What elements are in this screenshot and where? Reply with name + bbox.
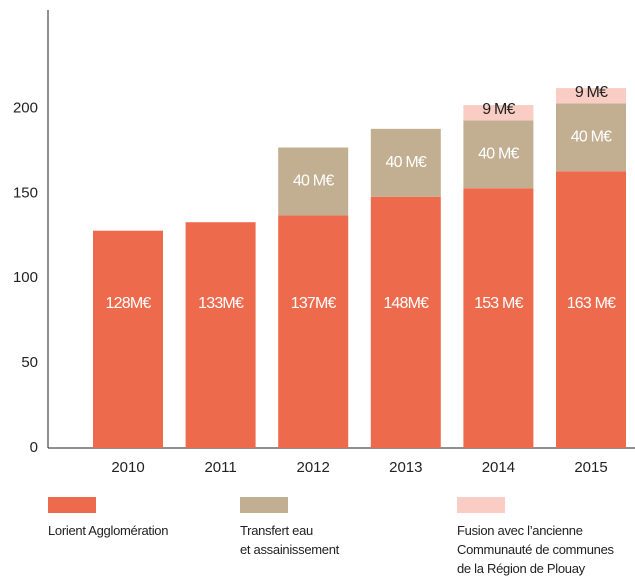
y-tick-label: 200 bbox=[13, 99, 38, 116]
legend-swatch bbox=[240, 497, 288, 513]
bar-segment bbox=[370, 128, 441, 197]
value-label: 9 M€ bbox=[575, 84, 608, 101]
value-label: 163 M€ bbox=[567, 295, 616, 312]
value-label: 40 M€ bbox=[478, 146, 519, 163]
bar-segment bbox=[463, 188, 534, 449]
x-tick-label: 2013 bbox=[389, 459, 422, 476]
value-label: 133M€ bbox=[198, 295, 244, 312]
bar-segment bbox=[278, 215, 349, 448]
x-tick-label: 2012 bbox=[297, 459, 330, 476]
value-label: 153 M€ bbox=[474, 295, 523, 312]
bar-segment bbox=[93, 230, 163, 448]
bar-segment bbox=[185, 222, 256, 448]
y-tick-label: 50 bbox=[21, 354, 38, 371]
bar-segment bbox=[556, 88, 626, 104]
x-tick-label: 2010 bbox=[111, 459, 144, 476]
value-label: 40 M€ bbox=[293, 173, 334, 190]
bar-segment bbox=[463, 105, 534, 121]
bar-segment bbox=[370, 196, 441, 448]
y-tick-label: 0 bbox=[30, 439, 38, 456]
bar-segment bbox=[463, 120, 534, 189]
x-tick-label: 2015 bbox=[574, 459, 607, 476]
value-label: 137M€ bbox=[291, 295, 337, 312]
legend-swatch bbox=[48, 497, 96, 513]
value-label: 128M€ bbox=[106, 295, 152, 312]
value-label: 40 M€ bbox=[571, 129, 612, 146]
bar-segment bbox=[278, 147, 349, 216]
legend-label: Lorient Agglomération bbox=[48, 523, 169, 538]
bar-segment bbox=[556, 171, 626, 449]
legend-label: Transfert eau et assainissement bbox=[240, 523, 339, 557]
value-label: 9 M€ bbox=[482, 101, 515, 118]
y-tick-label: 100 bbox=[13, 269, 38, 286]
x-tick-label: 2011 bbox=[204, 459, 236, 476]
value-label: 148M€ bbox=[383, 295, 429, 312]
legend-label: Fusion avec l’ancienne Communauté de com… bbox=[457, 523, 614, 576]
legend-swatch bbox=[457, 497, 505, 513]
x-tick-label: 2014 bbox=[482, 459, 515, 476]
bar-segment bbox=[556, 103, 626, 172]
value-label: 40 M€ bbox=[386, 154, 427, 171]
y-tick-label: 150 bbox=[13, 184, 38, 201]
